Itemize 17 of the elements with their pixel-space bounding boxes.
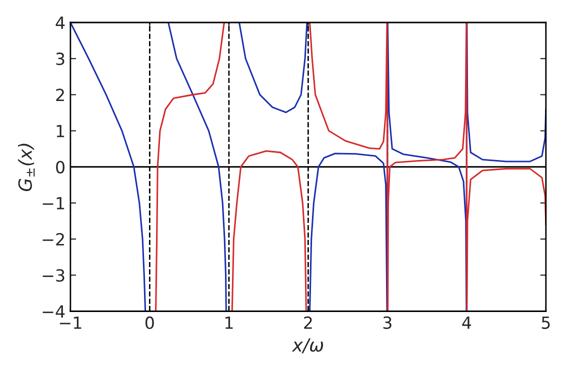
- y-tick-label: 4: [56, 16, 65, 29]
- y-tick-label: 0: [56, 160, 64, 174]
- x-tick-label: 3: [383, 316, 392, 330]
- x-tick-label: 4: [462, 316, 472, 329]
- y-tick-label: −2: [42, 233, 64, 246]
- y-tick-label: 3: [56, 52, 64, 66]
- y-axis-title: G$_{±}$(x): [18, 144, 35, 192]
- x-tick-label: 5: [542, 316, 550, 330]
- y-tick-label: −1: [42, 197, 64, 210]
- y-tick-label: −4: [42, 305, 65, 318]
- x-tick-label: 1: [225, 316, 233, 329]
- x-tick-label: 2: [304, 316, 312, 329]
- y-tick-label: −3: [42, 269, 64, 282]
- x-axis-title: x/ω: [292, 338, 324, 354]
- y-tick-label: 1: [56, 124, 64, 138]
- y-tick-label: 2: [56, 88, 64, 102]
- x-tick-label: 0: [145, 316, 154, 330]
